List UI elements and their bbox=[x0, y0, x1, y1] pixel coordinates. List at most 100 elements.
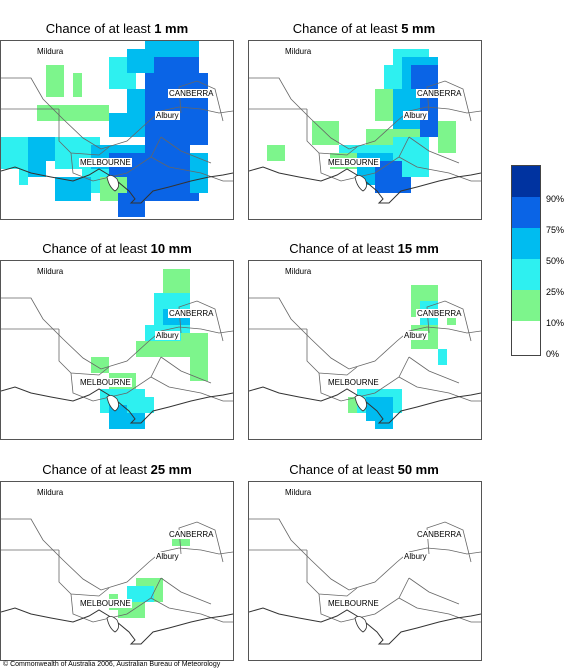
state-border bbox=[249, 518, 481, 591]
probability-cell bbox=[438, 349, 447, 365]
probability-cell bbox=[118, 193, 145, 217]
state-border bbox=[160, 577, 212, 605]
state-border bbox=[58, 550, 110, 597]
map-25mm-svg bbox=[1, 518, 233, 645]
city-label-melbourne: MELBOURNE bbox=[79, 158, 132, 167]
map-1mm-svg bbox=[1, 41, 233, 217]
probability-cell bbox=[19, 161, 28, 185]
state-border bbox=[398, 376, 481, 402]
legend-swatch-50 bbox=[512, 228, 540, 260]
panel-title-5mm: Chance of at least 5 mm bbox=[292, 21, 436, 36]
probability-cell bbox=[91, 357, 109, 373]
city-label-melbourne: MELBOURNE bbox=[327, 158, 380, 167]
state-border bbox=[1, 297, 233, 370]
coastline bbox=[249, 386, 481, 424]
state-border bbox=[1, 77, 233, 150]
probability-cell bbox=[28, 153, 46, 177]
legend-swatch-25 bbox=[512, 259, 540, 291]
state-border bbox=[150, 156, 233, 182]
probability-cell bbox=[37, 105, 109, 121]
legend-label-75: 75% bbox=[546, 225, 565, 235]
state-border bbox=[398, 597, 481, 623]
state-border bbox=[150, 597, 233, 623]
panel-title-1mm: Chance of at least 1 mm bbox=[45, 21, 189, 36]
probability-cell bbox=[420, 97, 438, 137]
city-label-albury: Albury bbox=[155, 552, 180, 561]
city-label-canberra: CANBERRA bbox=[168, 530, 215, 539]
legend-swatch-0 bbox=[512, 321, 540, 355]
state-border bbox=[306, 550, 358, 597]
city-label-albury: Albury bbox=[155, 111, 180, 120]
city-label-canberra: CANBERRA bbox=[168, 309, 215, 318]
legend-swatch-75 bbox=[512, 197, 540, 229]
city-label-melbourne: MELBOURNE bbox=[327, 378, 380, 387]
port-phillip-bay bbox=[354, 395, 367, 412]
legend-swatch-10 bbox=[512, 290, 540, 322]
probability-cell bbox=[438, 121, 456, 153]
legend-label-0: 0% bbox=[546, 349, 560, 359]
probability-cell bbox=[46, 65, 64, 97]
city-label-albury: Albury bbox=[403, 331, 428, 340]
city-label-mildura: Mildura bbox=[36, 47, 65, 56]
port-phillip-bay bbox=[106, 616, 119, 633]
coastline bbox=[249, 607, 481, 645]
city-label-mildura: Mildura bbox=[36, 488, 65, 497]
state-border bbox=[160, 136, 212, 164]
city-label-canberra: CANBERRA bbox=[416, 530, 463, 539]
city-label-albury: Albury bbox=[155, 331, 180, 340]
state-border bbox=[306, 329, 358, 376]
panel-title-15mm: Chance of at least 15 mm bbox=[289, 241, 439, 256]
probability-cell bbox=[109, 113, 145, 137]
coastline bbox=[1, 386, 233, 424]
port-phillip-bay bbox=[106, 175, 119, 192]
probability-cell bbox=[136, 341, 181, 357]
probability-cell bbox=[402, 161, 429, 177]
probability-cell bbox=[181, 333, 208, 357]
map-25mm: Mildura CANBERRA Albury MELBOURNE bbox=[0, 481, 234, 661]
legend-label-50: 50% bbox=[546, 256, 565, 266]
state-border bbox=[426, 521, 472, 563]
port-phillip-bay bbox=[354, 175, 367, 192]
state-border bbox=[1, 518, 233, 591]
city-label-mildura: Mildura bbox=[36, 267, 65, 276]
legend-colorbar bbox=[511, 165, 541, 356]
legend-label-10: 10% bbox=[546, 318, 565, 328]
copyright-notice: © Commonwealth of Australia 2006, Austra… bbox=[3, 661, 221, 668]
probability-cell bbox=[348, 397, 357, 413]
coastline bbox=[1, 166, 233, 204]
state-border bbox=[150, 376, 233, 402]
legend-swatch-90 bbox=[512, 166, 540, 198]
city-label-melbourne: MELBOURNE bbox=[79, 378, 132, 387]
state-border bbox=[408, 136, 460, 164]
probability-cell bbox=[375, 89, 393, 121]
probability-cell bbox=[127, 586, 154, 602]
city-label-albury: Albury bbox=[403, 552, 428, 561]
probability-cell bbox=[190, 357, 208, 381]
city-label-canberra: CANBERRA bbox=[416, 309, 463, 318]
port-phillip-bay bbox=[354, 616, 367, 633]
city-label-melbourne: MELBOURNE bbox=[327, 599, 380, 608]
port-phillip-bay bbox=[106, 395, 119, 412]
state-border bbox=[408, 356, 460, 384]
map-10mm: Mildura CANBERRA Albury MELBOURNE bbox=[0, 260, 234, 440]
probability-cell bbox=[172, 41, 199, 57]
city-label-mildura: Mildura bbox=[284, 488, 313, 497]
state-border bbox=[249, 297, 481, 370]
map-50mm-svg bbox=[249, 518, 481, 645]
map-15mm: Mildura CANBERRA Albury MELBOURNE bbox=[248, 260, 482, 440]
probability-cell bbox=[127, 397, 154, 413]
state-border bbox=[408, 577, 460, 605]
panel-title-25mm: Chance of at least 25 mm bbox=[42, 462, 192, 477]
legend-label-90: 90% bbox=[546, 194, 565, 204]
city-label-mildura: Mildura bbox=[284, 47, 313, 56]
map-5mm-svg bbox=[249, 49, 481, 204]
probability-cell bbox=[267, 145, 285, 161]
state-border bbox=[160, 356, 212, 384]
map-15mm-svg bbox=[249, 285, 481, 429]
map-5mm: Mildura CANBERRA Albury MELBOURNE bbox=[248, 40, 482, 220]
map-50mm: Mildura CANBERRA Albury MELBOURNE bbox=[248, 481, 482, 661]
probability-cell bbox=[73, 73, 82, 97]
legend-label-25: 25% bbox=[546, 287, 565, 297]
city-label-melbourne: MELBOURNE bbox=[79, 599, 132, 608]
coastline bbox=[249, 166, 481, 204]
